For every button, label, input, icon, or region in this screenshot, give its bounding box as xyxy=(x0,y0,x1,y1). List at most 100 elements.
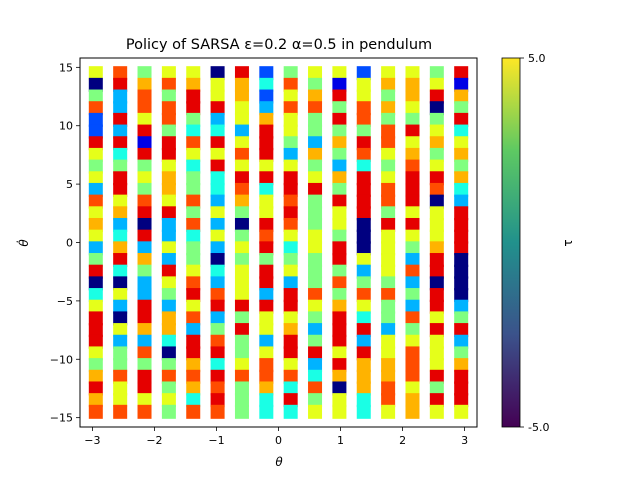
policy-marker xyxy=(381,124,396,139)
policy-marker xyxy=(161,334,176,349)
policy-marker xyxy=(356,311,371,326)
policy-marker xyxy=(381,253,396,268)
policy-marker xyxy=(113,393,128,408)
policy-marker xyxy=(381,159,396,174)
policy-marker xyxy=(113,323,128,338)
policy-marker xyxy=(88,241,103,256)
policy-marker xyxy=(283,182,298,197)
policy-marker xyxy=(161,124,176,139)
policy-marker xyxy=(454,217,469,232)
policy-marker xyxy=(234,323,249,338)
policy-marker xyxy=(210,288,225,303)
policy-marker xyxy=(259,264,274,279)
policy-marker xyxy=(283,136,298,151)
policy-marker xyxy=(210,194,225,209)
policy-marker xyxy=(405,206,420,221)
policy-marker xyxy=(308,194,323,209)
policy-marker xyxy=(283,217,298,232)
policy-marker xyxy=(308,299,323,314)
policy-marker xyxy=(381,381,396,396)
policy-marker xyxy=(259,136,274,151)
policy-marker xyxy=(137,194,152,209)
policy-marker xyxy=(405,346,420,361)
policy-marker xyxy=(210,369,225,384)
policy-marker xyxy=(234,241,249,256)
policy-marker xyxy=(283,112,298,127)
policy-marker xyxy=(454,276,469,291)
policy-marker xyxy=(381,217,396,232)
policy-marker xyxy=(88,77,103,92)
policy-marker xyxy=(259,101,274,116)
policy-marker xyxy=(283,89,298,104)
policy-marker xyxy=(234,381,249,396)
policy-marker xyxy=(161,393,176,408)
policy-marker xyxy=(137,124,152,139)
policy-marker xyxy=(356,404,371,419)
policy-marker xyxy=(429,89,444,104)
policy-marker xyxy=(356,229,371,244)
policy-marker xyxy=(88,159,103,174)
policy-marker xyxy=(88,206,103,221)
y-axis-label: θ̇ xyxy=(16,239,31,247)
policy-marker xyxy=(113,311,128,326)
policy-marker xyxy=(454,253,469,268)
policy-marker xyxy=(381,101,396,116)
policy-marker xyxy=(381,276,396,291)
policy-marker xyxy=(332,288,347,303)
policy-marker xyxy=(332,311,347,326)
policy-marker xyxy=(454,311,469,326)
policy-marker xyxy=(234,77,249,92)
policy-marker xyxy=(161,194,176,209)
policy-marker xyxy=(429,253,444,268)
policy-marker xyxy=(454,159,469,174)
policy-marker xyxy=(210,393,225,408)
policy-marker xyxy=(88,229,103,244)
policy-marker xyxy=(381,311,396,326)
policy-marker xyxy=(429,147,444,162)
policy-marker xyxy=(137,159,152,174)
policy-marker xyxy=(283,264,298,279)
x-tick-label: 1 xyxy=(337,434,344,447)
policy-marker xyxy=(259,334,274,349)
policy-marker xyxy=(356,264,371,279)
policy-marker xyxy=(454,381,469,396)
policy-marker xyxy=(186,288,201,303)
policy-marker xyxy=(186,346,201,361)
policy-marker xyxy=(186,206,201,221)
policy-marker xyxy=(283,124,298,139)
policy-marker xyxy=(137,369,152,384)
policy-marker xyxy=(454,206,469,221)
policy-marker xyxy=(332,171,347,186)
policy-marker xyxy=(454,194,469,209)
policy-marker xyxy=(356,89,371,104)
policy-marker xyxy=(186,311,201,326)
policy-marker xyxy=(381,112,396,127)
policy-marker xyxy=(308,358,323,373)
policy-marker xyxy=(234,147,249,162)
policy-marker xyxy=(186,264,201,279)
policy-marker xyxy=(332,264,347,279)
policy-marker xyxy=(405,381,420,396)
policy-marker xyxy=(308,276,323,291)
policy-marker xyxy=(405,253,420,268)
policy-marker xyxy=(88,101,103,116)
policy-marker xyxy=(259,404,274,419)
policy-marker xyxy=(234,182,249,197)
policy-marker xyxy=(113,346,128,361)
policy-marker xyxy=(186,381,201,396)
policy-marker xyxy=(137,77,152,92)
policy-marker xyxy=(88,171,103,186)
policy-marker xyxy=(308,253,323,268)
policy-marker xyxy=(356,346,371,361)
policy-marker xyxy=(161,404,176,419)
policy-marker xyxy=(161,241,176,256)
policy-marker xyxy=(381,147,396,162)
policy-marker xyxy=(283,346,298,361)
policy-marker xyxy=(405,358,420,373)
policy-marker xyxy=(405,101,420,116)
policy-marker xyxy=(259,66,274,81)
policy-marker xyxy=(429,311,444,326)
policy-marker xyxy=(381,182,396,197)
policy-marker xyxy=(454,89,469,104)
policy-marker xyxy=(308,136,323,151)
